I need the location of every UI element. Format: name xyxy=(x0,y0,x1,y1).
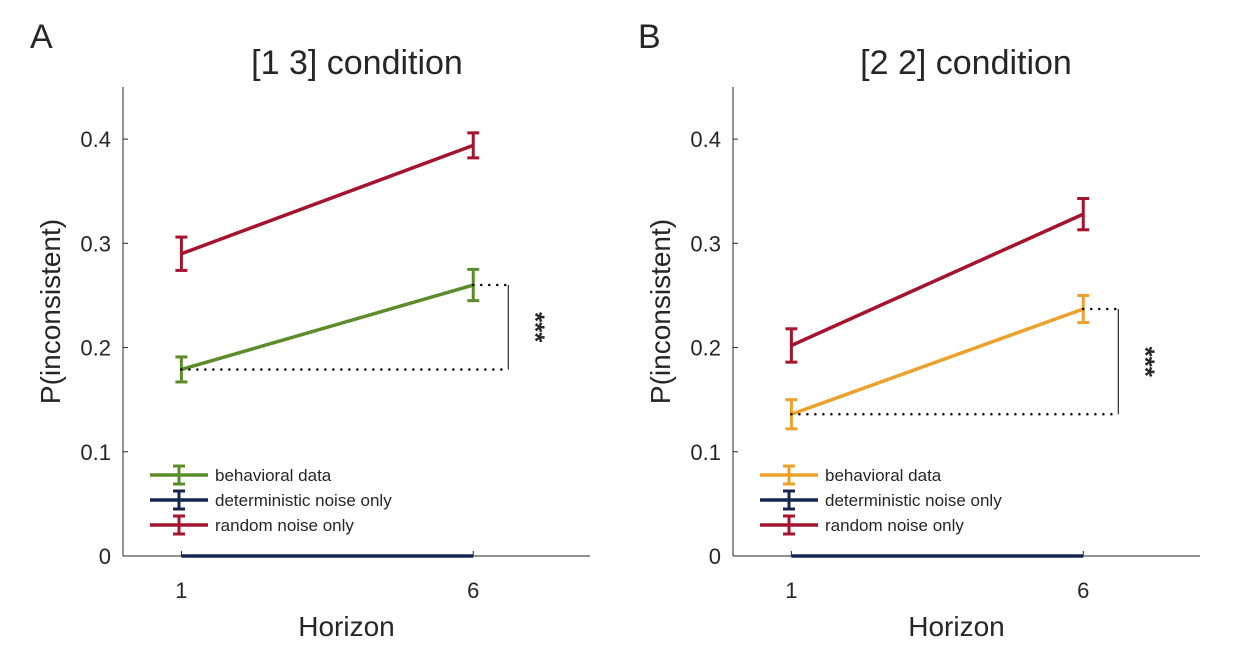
legend-label: deterministic noise only xyxy=(215,491,392,510)
x-tick-label: 1 xyxy=(175,578,187,603)
panel-letter-b: B xyxy=(638,18,661,56)
y-axis-label: P(inconsistent) xyxy=(35,219,66,404)
x-axis-label: Horizon xyxy=(298,611,394,642)
chart-title: [2 2] condition xyxy=(860,44,1072,82)
y-tick-label: 0 xyxy=(99,544,111,569)
y-tick-label: 0.1 xyxy=(690,440,721,465)
series-line xyxy=(180,143,474,256)
legend-label: random noise only xyxy=(825,516,964,535)
legend-label: behavioral data xyxy=(215,466,332,485)
chart-panel-b: 0 0.1 0.2 0.3 0.4 1 6 [2 2] condition Horizon P(i… xyxy=(645,44,1200,642)
y-tick-label: 0.3 xyxy=(690,231,721,256)
series-line xyxy=(790,212,1084,348)
chart-panel-a: 0 0.1 0.2 0.3 0.4 1 6 [1 3] condition Horizon P(i… xyxy=(35,44,590,642)
y-tick-label: 0.2 xyxy=(690,336,721,361)
panel-letter-a: A xyxy=(30,18,53,56)
significance-label: *** xyxy=(520,312,550,343)
y-axis-label: P(inconsistent) xyxy=(645,219,676,404)
series-line xyxy=(180,283,474,372)
chart-title: [1 3] condition xyxy=(251,44,463,82)
x-axis-label: Horizon xyxy=(908,611,1004,642)
legend-label: behavioral data xyxy=(825,466,942,485)
x-tick-label: 6 xyxy=(467,578,479,603)
y-tick-label: 0.4 xyxy=(690,127,721,152)
series-line xyxy=(790,307,1084,416)
x-tick-label: 1 xyxy=(785,578,797,603)
legend-label: random noise only xyxy=(215,516,354,535)
legend-label: deterministic noise only xyxy=(825,491,1002,510)
y-tick-label: 0.2 xyxy=(80,336,111,361)
y-tick-label: 0 xyxy=(709,544,721,569)
y-tick-label: 0.4 xyxy=(80,127,111,152)
y-tick-label: 0.1 xyxy=(80,440,111,465)
significance-label: *** xyxy=(1130,346,1160,377)
y-tick-label: 0.3 xyxy=(80,231,111,256)
x-tick-label: 6 xyxy=(1077,578,1089,603)
